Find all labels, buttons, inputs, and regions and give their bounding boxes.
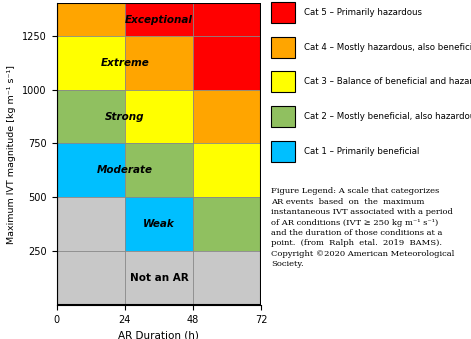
Text: Cat 2 – Mostly beneficial, also hazardous: Cat 2 – Mostly beneficial, also hazardou… bbox=[304, 112, 471, 121]
Text: Cat 4 – Mostly hazardous, also beneficial: Cat 4 – Mostly hazardous, also beneficia… bbox=[304, 43, 471, 52]
Bar bbox=[193, 143, 261, 197]
Bar bbox=[125, 3, 261, 36]
Text: Cat 5 – Primarily hazardous: Cat 5 – Primarily hazardous bbox=[304, 8, 422, 17]
Bar bbox=[125, 89, 193, 143]
Bar bbox=[271, 37, 295, 58]
Bar bbox=[125, 251, 193, 305]
Text: Cat 3 – Balance of beneficial and hazardous: Cat 3 – Balance of beneficial and hazard… bbox=[304, 77, 471, 86]
Bar bbox=[193, 251, 261, 305]
Bar bbox=[125, 197, 193, 251]
Text: Extreme: Extreme bbox=[100, 58, 149, 68]
Bar bbox=[57, 251, 125, 305]
Bar bbox=[57, 3, 125, 36]
Bar bbox=[193, 197, 261, 251]
Bar bbox=[271, 141, 295, 162]
Text: Moderate: Moderate bbox=[97, 165, 153, 175]
Bar bbox=[271, 2, 295, 23]
Y-axis label: Maximum IVT magnitude [kg m⁻¹ s⁻¹]: Maximum IVT magnitude [kg m⁻¹ s⁻¹] bbox=[8, 65, 16, 244]
Text: Figure Legend: A scale that categorizes
AR events  based  on  the  maximum
insta: Figure Legend: A scale that categorizes … bbox=[271, 187, 455, 268]
X-axis label: AR Duration (h): AR Duration (h) bbox=[119, 331, 199, 339]
Bar bbox=[125, 143, 193, 197]
Bar bbox=[125, 36, 193, 89]
Bar bbox=[57, 89, 125, 143]
Text: Strong: Strong bbox=[105, 112, 145, 121]
Text: Weak: Weak bbox=[143, 219, 175, 229]
Bar bbox=[57, 143, 125, 197]
Bar bbox=[193, 36, 261, 89]
Text: Cat 1 – Primarily beneficial: Cat 1 – Primarily beneficial bbox=[304, 147, 420, 156]
Bar bbox=[57, 197, 125, 251]
Bar bbox=[271, 71, 295, 93]
Bar bbox=[57, 36, 125, 89]
Text: Exceptional: Exceptional bbox=[125, 15, 193, 24]
Text: Not an AR: Not an AR bbox=[130, 273, 188, 283]
Bar bbox=[271, 106, 295, 127]
Bar bbox=[193, 89, 261, 143]
